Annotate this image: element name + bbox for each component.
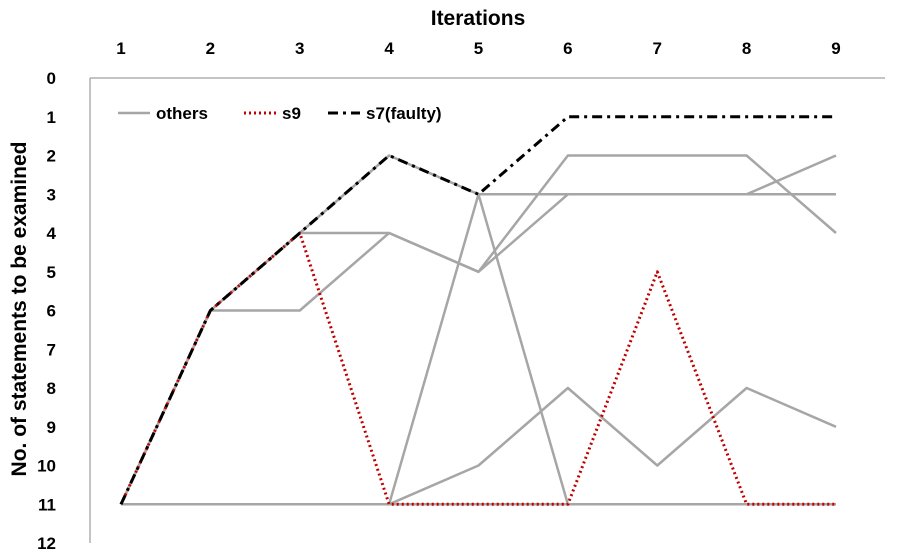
series-layer <box>119 115 837 506</box>
y-tick-label: 11 <box>38 495 56 514</box>
series-line-others-2 <box>119 154 836 506</box>
legend-item-others: others <box>118 104 208 123</box>
y-tick-label: 10 <box>37 457 56 476</box>
x-axis-title: Iterations <box>431 7 526 30</box>
y-tick-label: 5 <box>47 263 56 282</box>
x-tick-label: 9 <box>831 39 840 58</box>
y-tick-label: 6 <box>47 302 56 321</box>
x-tick-label: 1 <box>116 39 125 58</box>
series-line-others-4 <box>121 193 836 506</box>
y-tick-label: 9 <box>47 418 56 437</box>
y-tick-label: 0 <box>47 69 56 88</box>
x-tick-label: 4 <box>384 39 394 58</box>
legend-label-s9: s9 <box>282 104 301 123</box>
series-line-s9-6 <box>119 231 836 506</box>
series-line-others-0 <box>119 154 837 505</box>
legend-item-s9: s9 <box>244 104 301 123</box>
y-axis-title: No. of statements to be examined <box>8 142 31 477</box>
x-tick-label: 2 <box>206 39 215 58</box>
series-line-s7-7 <box>119 115 836 505</box>
x-tick-label: 5 <box>474 39 483 58</box>
x-tick-labels: 1 2 3 4 5 6 7 8 9 <box>116 39 840 58</box>
y-tick-label: 8 <box>47 379 56 398</box>
legend: others s9 s7(faulty) <box>118 104 442 123</box>
y-tick-label: 1 <box>47 108 56 127</box>
y-tick-label: 2 <box>47 147 56 166</box>
legend-label-others: others <box>156 104 208 123</box>
x-tick-label: 8 <box>742 39 751 58</box>
y-tick-label: 12 <box>37 534 56 553</box>
y-tick-label: 4 <box>47 224 57 243</box>
series-line-others-3 <box>121 386 837 506</box>
series-line-others-1 <box>119 154 837 505</box>
x-tick-label: 3 <box>295 39 304 58</box>
y-tick-label: 3 <box>47 185 56 204</box>
legend-label-s7: s7(faulty) <box>366 104 442 123</box>
x-tick-label: 7 <box>653 39 662 58</box>
x-tick-label: 6 <box>563 39 572 58</box>
legend-item-s7: s7(faulty) <box>328 104 442 123</box>
y-tick-label: 7 <box>47 340 56 359</box>
